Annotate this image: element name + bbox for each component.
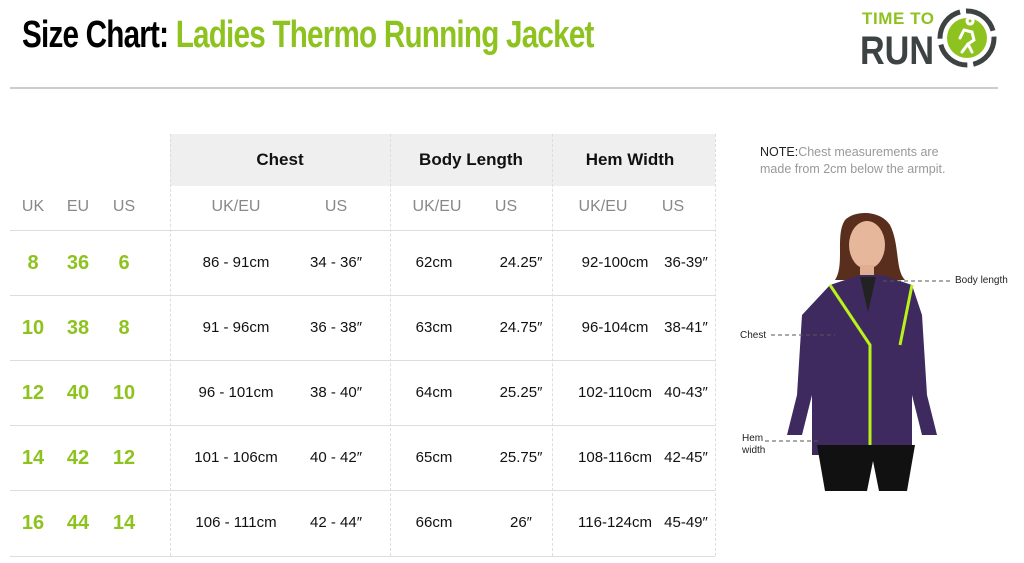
cell-chest-cm: 86 - 91cm — [202, 254, 270, 271]
cell-len-in: 25.25″ — [499, 384, 543, 401]
chest-label: Chest — [740, 330, 767, 341]
time-to-run-logo: TIME TO RUN — [860, 8, 997, 68]
cell-hem-cm: 92-100cm — [581, 254, 649, 271]
cell-len-cm: 66cm — [415, 514, 453, 531]
cell-chest-in: 42 - 44″ — [309, 514, 363, 531]
column-divider — [715, 134, 716, 556]
cell-chest-in: 38 - 40″ — [309, 384, 363, 401]
column-header: UK/EU — [211, 198, 261, 215]
cell-us: 10 — [112, 382, 136, 404]
cell-hem-in: 45-49″ — [664, 514, 708, 531]
column-header: US — [661, 198, 685, 215]
header-divider — [10, 87, 998, 89]
cell-len-in: 24.75″ — [499, 319, 543, 336]
cell-uk: 12 — [21, 382, 45, 404]
cell-chest-in: 40 - 42″ — [309, 449, 363, 466]
cell-len-in: 25.75″ — [499, 449, 543, 466]
page-title: Size Chart: Ladies Thermo Running Jacket — [22, 14, 594, 56]
cell-us: 6 — [118, 252, 130, 274]
row-divider — [10, 556, 715, 557]
cell-eu: 40 — [66, 382, 90, 404]
row-divider — [10, 490, 715, 491]
cell-len-in: 26″ — [510, 514, 532, 531]
svg-text:TIME TO: TIME TO — [862, 9, 934, 28]
body-length-label: Body length — [955, 275, 1008, 286]
cell-hem-cm: 102-110cm — [578, 384, 652, 401]
group-body-length: Body Length — [419, 150, 523, 169]
group-chest: Chest — [256, 150, 304, 169]
cell-us: 12 — [112, 447, 136, 469]
cell-len-in: 24.25″ — [499, 254, 543, 271]
column-divider — [170, 134, 171, 556]
cell-uk: 8 — [27, 252, 39, 274]
cell-len-cm: 65cm — [415, 449, 453, 466]
column-divider — [552, 134, 553, 556]
cell-chest-cm: 91 - 96cm — [202, 319, 270, 336]
column-header: US — [494, 198, 518, 215]
measurement-note: NOTE:Chest measurements are made from 2c… — [760, 145, 946, 176]
group-hem-width: Hem Width — [585, 150, 675, 169]
cell-hem-in: 36-39″ — [664, 254, 708, 271]
hem-label: Hem — [742, 433, 764, 444]
measurement-guides — [765, 280, 953, 442]
cell-eu: 36 — [66, 252, 90, 274]
hem-width-label: width — [742, 445, 766, 456]
cell-uk: 14 — [21, 447, 45, 469]
cell-us: 8 — [118, 317, 130, 339]
cell-us: 14 — [112, 512, 136, 534]
cell-eu: 38 — [66, 317, 90, 339]
cell-len-cm: 64cm — [415, 384, 453, 401]
column-divider — [390, 134, 391, 556]
cell-uk: 10 — [21, 317, 45, 339]
cell-uk: 16 — [21, 512, 45, 534]
cell-hem-in: 42-45″ — [664, 449, 708, 466]
cell-chest-cm: 96 - 101cm — [198, 384, 274, 401]
row-divider — [10, 295, 715, 296]
row-divider — [10, 425, 715, 426]
row-divider — [10, 360, 715, 361]
model-photo — [787, 213, 937, 491]
cell-hem-cm: 116-124cm — [578, 514, 652, 531]
column-header: EU — [66, 198, 90, 215]
column-header: UK/EU — [412, 198, 462, 215]
group-header-background — [170, 134, 715, 186]
cell-hem-in: 38-41″ — [664, 319, 708, 336]
cell-chest-in: 34 - 36″ — [309, 254, 363, 271]
cell-hem-cm: 108-116cm — [578, 449, 652, 466]
cell-chest-in: 36 - 38″ — [309, 319, 363, 336]
cell-hem-cm: 96-104cm — [581, 319, 649, 336]
column-header: UK/EU — [578, 198, 628, 215]
cell-hem-in: 40-43″ — [664, 384, 708, 401]
cell-chest-cm: 106 - 111cm — [195, 514, 277, 531]
cell-len-cm: 62cm — [415, 254, 453, 271]
column-header: US — [112, 198, 136, 215]
row-divider — [10, 230, 715, 231]
column-header: UK — [21, 198, 45, 215]
cell-eu: 42 — [66, 447, 90, 469]
cell-chest-cm: 101 - 106cm — [194, 449, 278, 466]
column-header: US — [324, 198, 348, 215]
cell-len-cm: 63cm — [415, 319, 453, 336]
svg-text:RUN: RUN — [860, 29, 934, 68]
cell-eu: 44 — [66, 512, 90, 534]
